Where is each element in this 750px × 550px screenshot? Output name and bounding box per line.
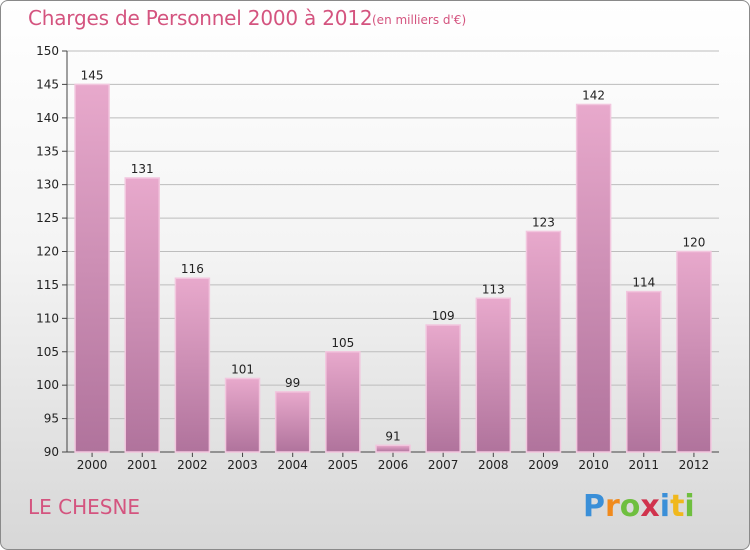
y-tick-label: 140 [36, 111, 59, 125]
logo-letter: i [659, 489, 671, 524]
axes: 90 95 100 105 110 115 120 125 130 135 140 145 150 200… [36, 44, 719, 472]
y-tick-label: 125 [36, 211, 59, 225]
value-label: 99 [285, 376, 300, 390]
bar-2004 [274, 391, 311, 453]
y-tick-label: 135 [36, 144, 59, 158]
chart-title: Charges de Personnel 2000 à 2012 [28, 6, 373, 30]
x-tick-label: 2002 [177, 458, 208, 472]
value-label: 131 [131, 162, 154, 176]
x-tick-label: 2009 [528, 458, 559, 472]
x-tick-label: 2012 [679, 458, 710, 472]
logo-letter: P [583, 489, 605, 524]
value-label: 123 [532, 215, 555, 229]
value-labels: 145 131 116 101 99 105 91 109 113 123 142 114 120 [81, 68, 706, 443]
value-label: 105 [331, 336, 354, 350]
value-label: 145 [81, 68, 104, 82]
proxiti-logo: Proxiti [583, 489, 695, 524]
x-tick-label: 2010 [578, 458, 609, 472]
y-tick-label: 90 [44, 445, 59, 459]
value-label: 120 [682, 236, 705, 250]
logo-letter: t [670, 489, 685, 524]
value-label: 113 [482, 282, 505, 296]
y-tick-label: 115 [36, 278, 59, 292]
bar-2010 [575, 103, 612, 453]
y-tick-label: 150 [36, 44, 59, 58]
value-label: 142 [582, 88, 605, 102]
x-tick-label: 2000 [77, 458, 108, 472]
unit-note: (en milliers d'€) [372, 13, 467, 27]
x-tick-label: 2004 [277, 458, 308, 472]
value-label: 114 [632, 276, 655, 290]
value-label: 116 [181, 262, 204, 276]
bar-2009 [525, 230, 562, 453]
x-tick-label: 2007 [428, 458, 459, 472]
value-label: 101 [231, 362, 254, 376]
bar-2005 [325, 351, 361, 453]
y-tick-label: 120 [36, 245, 59, 259]
y-tick-label: 110 [36, 311, 59, 325]
bar-2012 [676, 250, 712, 453]
y-tick-label: 100 [36, 378, 59, 392]
y-tick-label: 95 [44, 412, 59, 426]
bars [74, 83, 712, 453]
y-tick-label: 145 [36, 77, 59, 91]
x-tick-label: 2006 [378, 458, 409, 472]
commune-name: LE CHESNE [28, 495, 141, 519]
bar-2007 [425, 324, 461, 453]
x-tick-label: 2003 [227, 458, 258, 472]
bar-2011 [626, 290, 662, 453]
x-tick-label: 2011 [628, 458, 659, 472]
bar-2006 [375, 444, 411, 453]
value-label: 91 [385, 429, 400, 443]
bar-2008 [475, 297, 512, 453]
bar-2000 [74, 83, 110, 453]
logo-letter: o [619, 489, 641, 524]
bar-2002 [174, 277, 211, 453]
x-tick-label: 2001 [127, 458, 158, 472]
logo-letter: x [640, 489, 660, 524]
x-tick-label: 2008 [478, 458, 509, 472]
grid-lines [67, 50, 719, 420]
x-tick-label: 2005 [328, 458, 359, 472]
bar-2003 [224, 377, 261, 453]
logo-letter: i [684, 489, 695, 524]
value-label: 109 [432, 309, 455, 323]
y-tick-label: 130 [36, 178, 59, 192]
bar-2001 [124, 177, 160, 453]
y-tick-label: 105 [36, 345, 59, 359]
logo-letter: r [605, 489, 620, 524]
